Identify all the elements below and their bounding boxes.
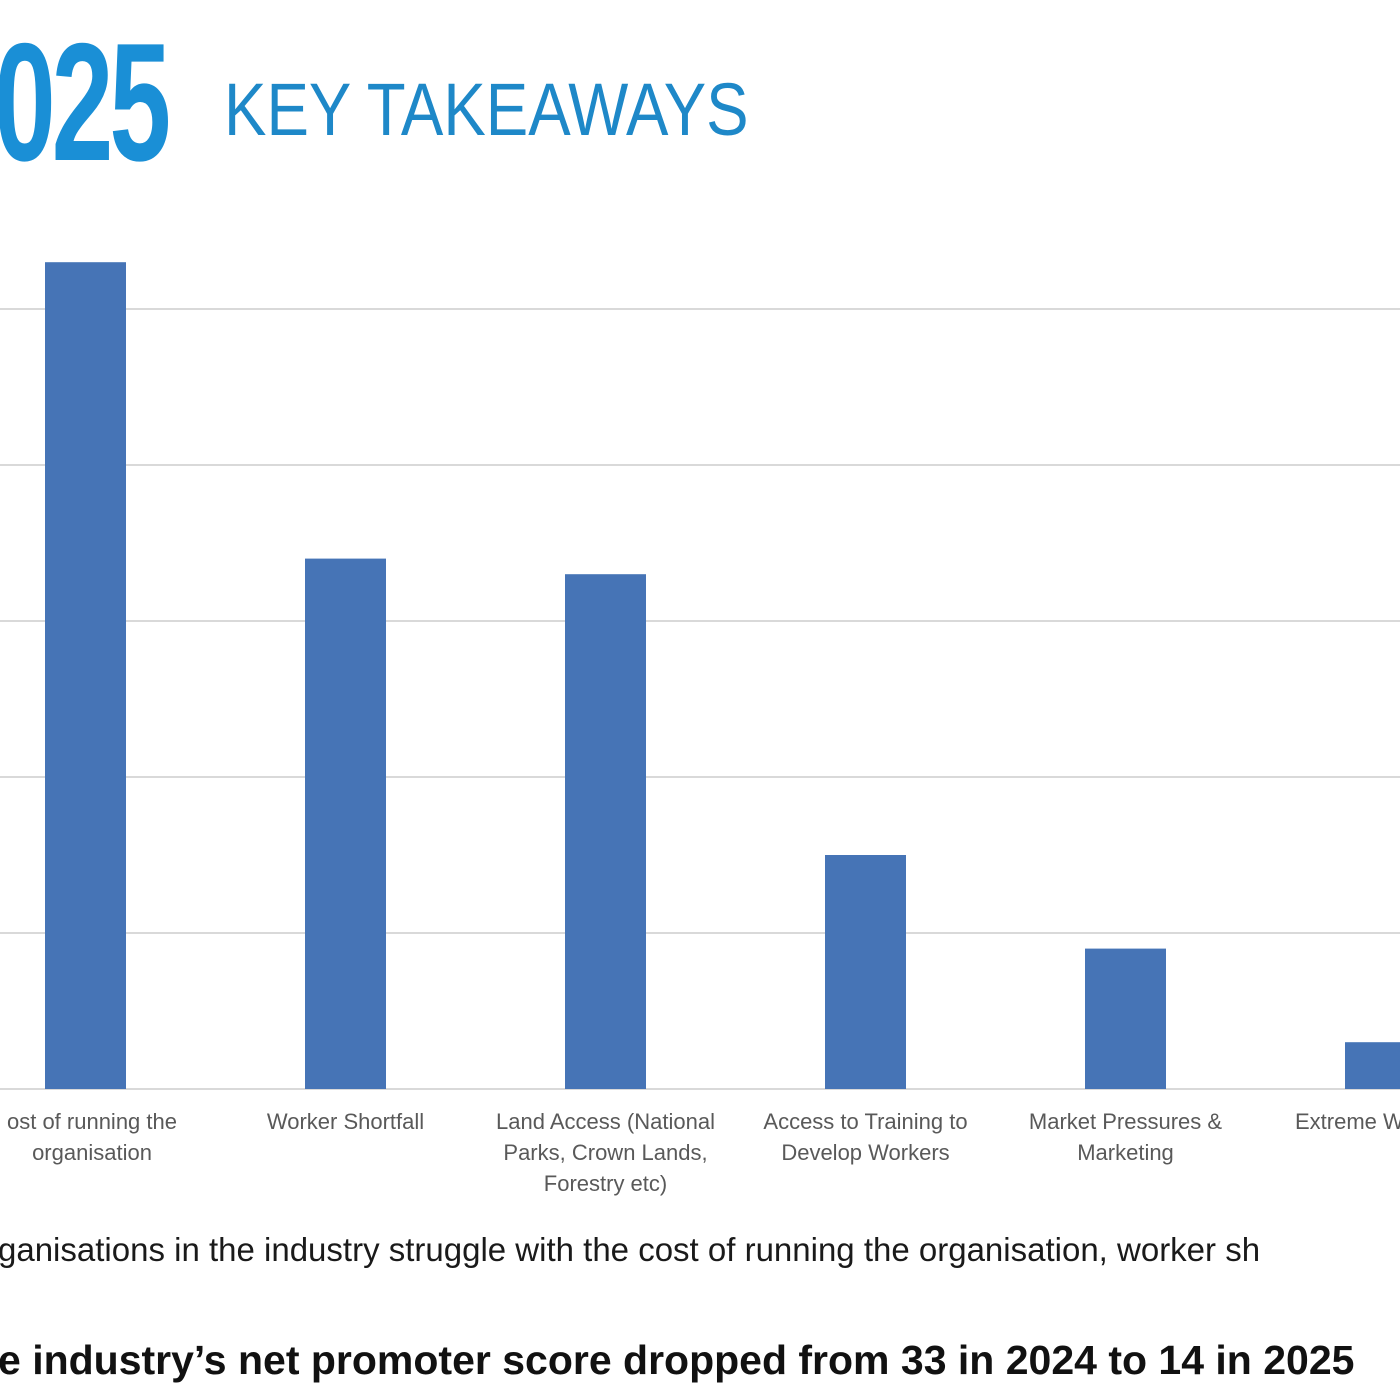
bar xyxy=(825,855,906,1089)
x-tick-label-line: Forestry etc) xyxy=(543,1171,668,1196)
x-tick-label: Market Pressures & Marketing xyxy=(996,1106,1256,1168)
x-tick-label-line: Worker Shortfall xyxy=(266,1109,425,1134)
x-tick-label: ost of running the organisation xyxy=(0,1106,222,1168)
bar xyxy=(305,558,386,1089)
x-tick-label: Access to Training to Develop Workers xyxy=(736,1106,996,1168)
caption-text: ganisations in the industry struggle wit… xyxy=(0,1231,1261,1268)
bar xyxy=(1345,1042,1400,1089)
bar-chart xyxy=(0,262,1400,1090)
headline-text: e industry’s net promoter score dropped … xyxy=(0,1337,1355,1383)
x-tick-label-line: Parks, Crown Lands, xyxy=(503,1140,708,1165)
year-heading: 025 xyxy=(0,8,171,196)
page-title: KEY TAKEAWAYS xyxy=(224,68,749,151)
bar xyxy=(45,262,126,1089)
bar xyxy=(565,574,646,1089)
x-tick-label-line: Marketing xyxy=(1077,1140,1174,1165)
x-tick-label: Land Access (National Parks, Crown Lands,… xyxy=(476,1106,736,1199)
x-tick-label: Extreme W xyxy=(1295,1106,1400,1137)
x-tick-label-line: Access to Training to xyxy=(763,1109,968,1134)
x-tick-label: Worker Shortfall xyxy=(216,1106,476,1137)
x-tick-label-line: Extreme W xyxy=(1295,1109,1400,1134)
x-tick-label-line: organisation xyxy=(32,1140,152,1165)
x-tick-label-line: ost of running the xyxy=(6,1109,177,1134)
x-tick-label-line: Develop Workers xyxy=(781,1140,950,1165)
bar xyxy=(1085,948,1166,1089)
x-tick-label-line: Market Pressures & xyxy=(1028,1109,1223,1134)
x-tick-label-line: Land Access (National xyxy=(496,1109,715,1134)
